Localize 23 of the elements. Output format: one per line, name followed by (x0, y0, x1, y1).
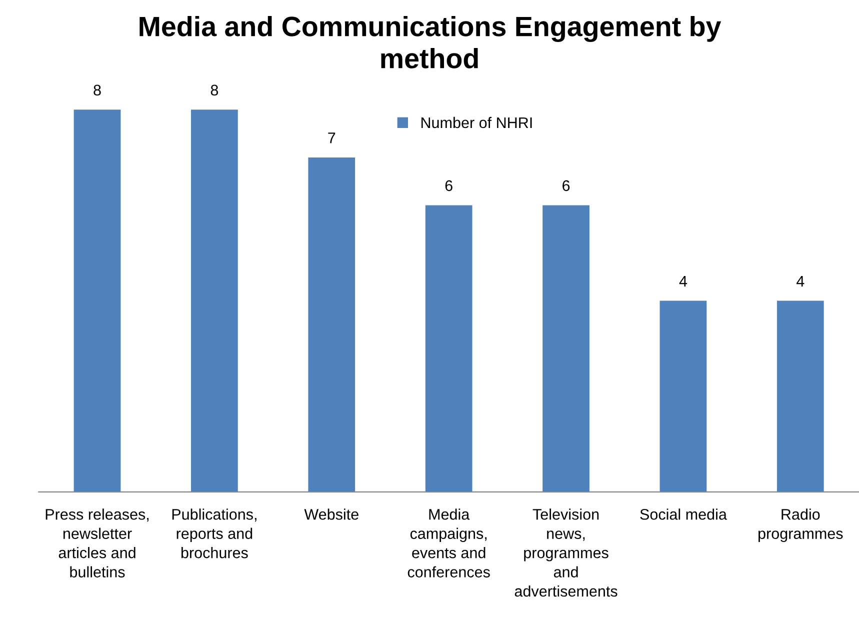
x-tick-label: Television news, programmes and advertisements (514, 508, 618, 597)
legend-label: Number of NHRI (421, 116, 532, 128)
bar (191, 110, 238, 492)
bar (308, 157, 356, 492)
bar (74, 110, 121, 492)
bar (425, 205, 472, 492)
x-tick-label: Radio programmes (758, 508, 843, 542)
bar (660, 300, 707, 492)
data-label: 8 (94, 84, 101, 96)
x-tick-label: Website (304, 508, 358, 520)
data-label: 6 (445, 180, 452, 192)
data-label: 4 (679, 276, 688, 286)
bar (542, 205, 590, 492)
data-label: 7 (328, 132, 336, 144)
x-tick-label: Social media (640, 508, 727, 520)
bar (776, 300, 824, 492)
chart-title: Media and Communications Engagement by method (140, 16, 722, 68)
x-tick-label: Press releases, newsletter articles and bulletins (46, 508, 149, 578)
data-label: 6 (562, 180, 570, 192)
data-label: 4 (796, 276, 804, 286)
x-tick-label: Media campaigns, events and conferences (408, 508, 490, 578)
x-tick-label: Publications, reports and brochures (172, 508, 256, 558)
data-label: 8 (210, 84, 218, 96)
